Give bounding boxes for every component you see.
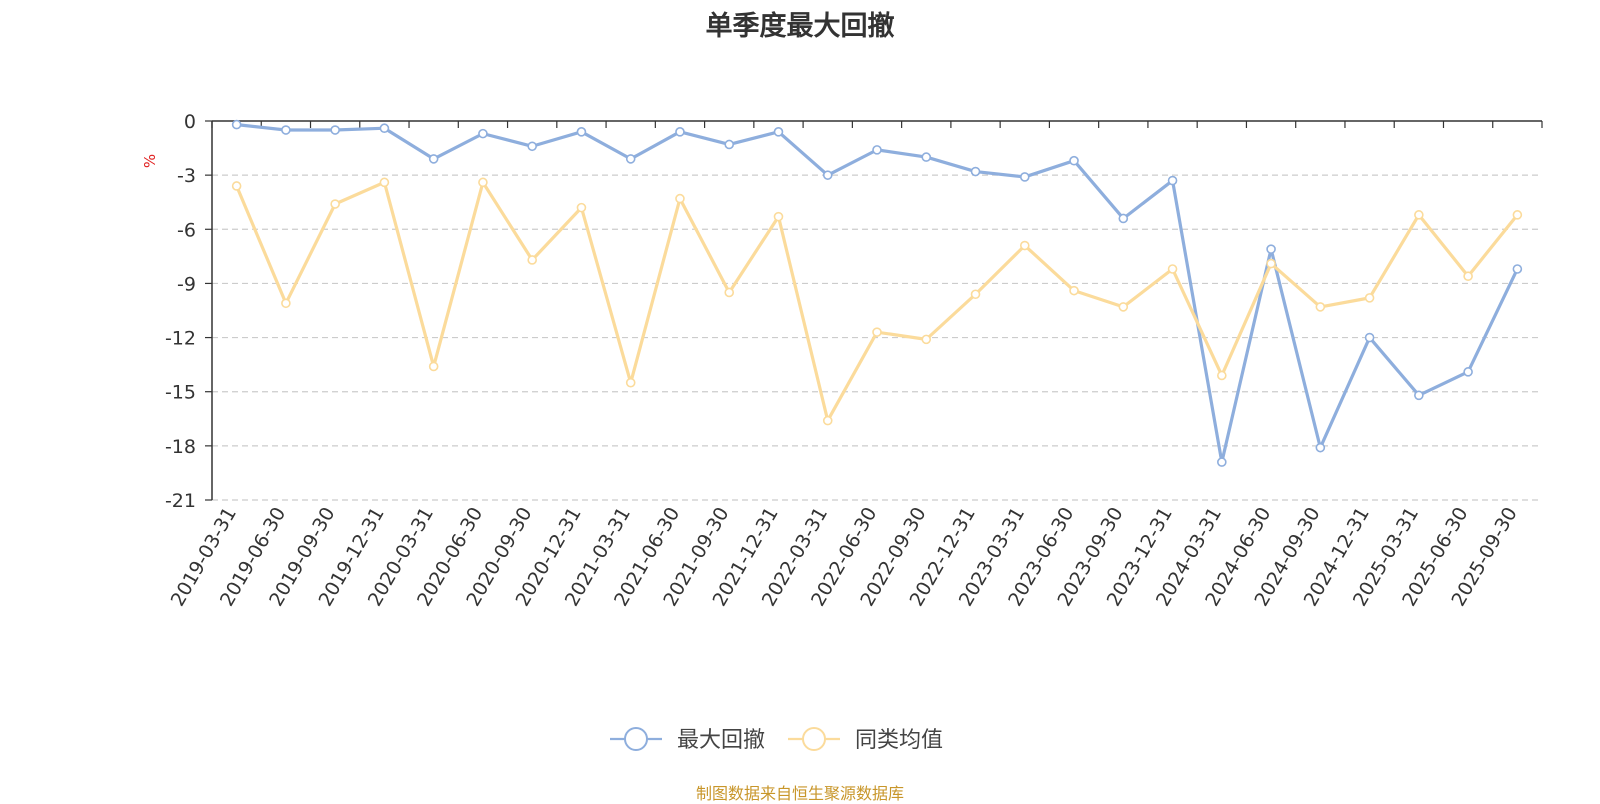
data-point [921,152,932,162]
data-point [773,127,784,137]
y-tick-label: -12 [165,328,196,350]
y-tick-label: 0 [184,111,196,133]
data-point [1167,175,1178,186]
data-point [1019,172,1030,182]
data-point [1315,302,1326,312]
data-point [379,177,390,188]
data-point [231,181,242,191]
data-point [921,334,932,345]
data-point [1266,244,1276,254]
data-point [625,154,636,164]
legend-circle-icon [624,727,648,751]
legend[interactable]: 最大回撤 同类均值 [610,727,943,753]
data-point [1512,210,1523,220]
y-tick-label: -6 [177,219,196,241]
legend-label: 同类均值 [855,728,943,753]
data-point [428,361,439,372]
data-point [576,202,587,213]
data-point [330,199,340,209]
data-point [576,127,587,137]
data-point [1364,332,1375,343]
data-point [1069,285,1079,296]
data-point [281,125,291,135]
data-point [872,145,882,155]
data-point [724,287,735,298]
data-point [773,211,784,222]
data-point [379,123,390,134]
data-point [281,298,291,309]
data-point [478,177,488,188]
data-point [1414,210,1424,220]
axes: 0-3-6-9-12-15-18-212019-03-312019-06-302… [165,111,1543,610]
data-point [231,119,242,130]
data-point [1217,370,1227,381]
data-point [330,125,340,135]
data-point [1266,258,1276,269]
data-point [970,289,981,300]
data-point [625,377,636,388]
legend-item[interactable]: 同类均值 [788,727,943,753]
chart-title: 单季度最大回撤 [705,11,895,42]
grid-lines [212,174,1542,501]
data-point [675,193,685,204]
series-line [235,180,1519,423]
legend-item[interactable]: 最大回撤 [610,727,765,753]
data-point [1118,213,1129,224]
data-point [428,154,439,164]
y-tick-label: -15 [165,382,196,404]
data-point [822,415,833,426]
data-point [1512,264,1523,274]
data-point [1019,240,1030,251]
data-point [478,128,488,139]
data-point [1069,155,1079,166]
data-point [675,127,685,137]
data-point [1463,271,1473,282]
legend-label: 最大回撤 [677,728,765,753]
data-point [1463,367,1473,377]
y-tick-label: -18 [165,436,196,458]
y-tick-label: -3 [177,165,196,187]
y-axis-unit-label: % [141,154,159,168]
data-point [1414,390,1424,401]
data-point [822,170,833,180]
data-point [872,327,882,337]
y-tick-label: -9 [177,273,196,295]
data-point [1118,302,1129,312]
data-point [527,255,537,265]
legend-circle-icon [802,727,826,751]
data-point [527,141,537,152]
source-note: 制图数据来自恒生聚源数据库 [695,784,904,803]
data-point [1217,457,1227,467]
data-point [1364,293,1375,303]
y-tick-label: -21 [165,490,196,512]
series-lines [231,119,1523,467]
data-point [970,166,981,177]
data-point [1167,264,1178,274]
data-point [1315,442,1326,453]
data-point [724,139,735,150]
